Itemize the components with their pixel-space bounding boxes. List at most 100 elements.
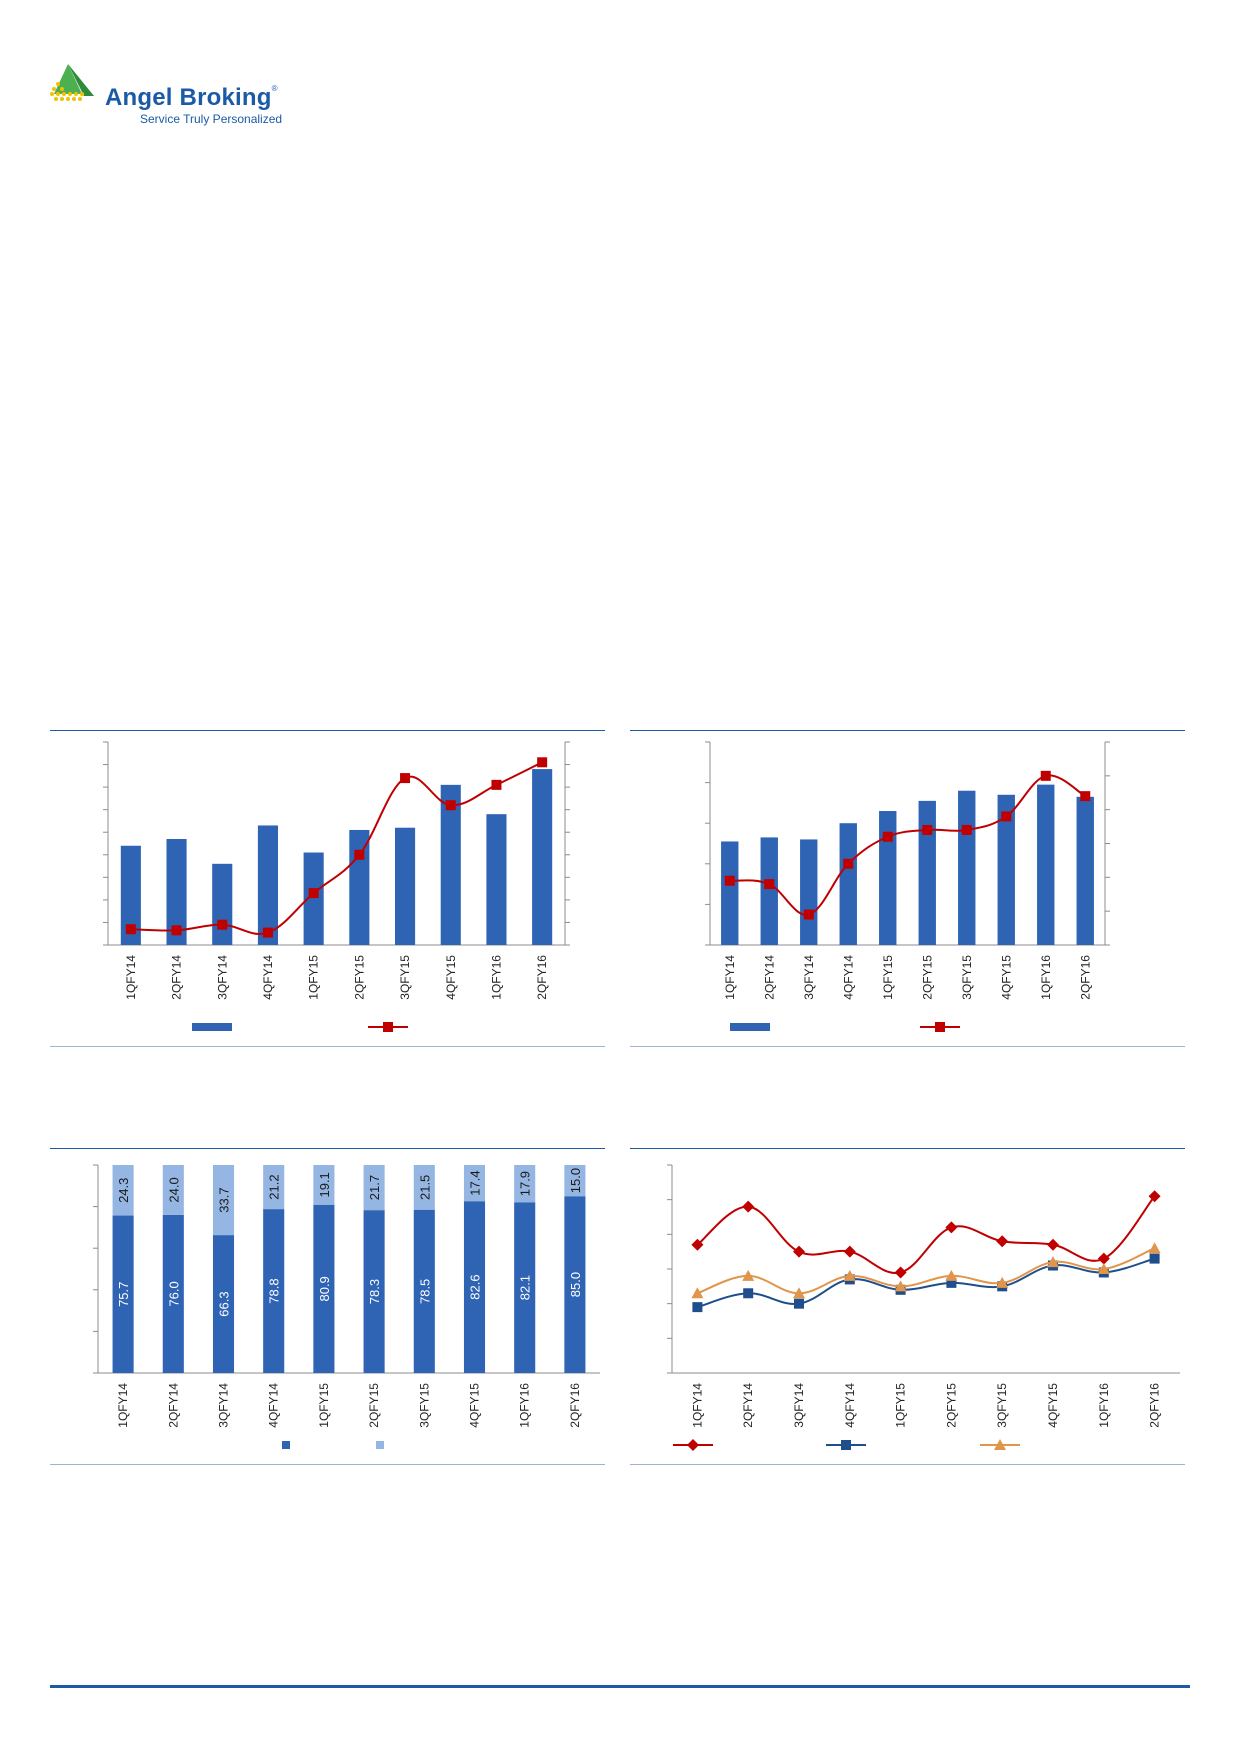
line-point-2 [794, 1298, 804, 1309]
line-point-8 [1097, 1263, 1110, 1274]
x-tick-label: 3QFY15 [995, 1383, 1009, 1428]
bar-top-1QFY16 [514, 1165, 536, 1203]
data-label-top: 17.4 [468, 1170, 483, 1195]
chart-panel-3: 75.7 24.3 76.0 24.0 66.3 33.7 78.8 21.2 80.9 19.1… [50, 1148, 605, 1466]
x-tick-label: 2QFY14 [762, 955, 776, 1000]
line-point-1 [742, 1269, 755, 1281]
line-point-9 [1080, 791, 1091, 802]
panel-top-rule [630, 730, 1185, 731]
bar-bottom-3QFY15 [413, 1209, 435, 1373]
line-point-3 [843, 1245, 856, 1258]
line-point-7 [1001, 811, 1012, 822]
series-line [697, 1257, 1155, 1309]
line-point-8 [1040, 770, 1051, 781]
x-tick-label: 2QFY16 [568, 1383, 582, 1428]
line-point-9 [1148, 1190, 1161, 1203]
bar-top-4QFY14 [263, 1165, 285, 1210]
registered-mark: ® [271, 84, 278, 93]
panel-top-rule [630, 1148, 1185, 1149]
bar-bottom-2QFY15 [363, 1210, 385, 1373]
legend-swatch-square [376, 1441, 384, 1449]
data-label-top: 15.0 [568, 1168, 583, 1193]
chart-3: 75.7 24.3 76.0 24.0 66.3 33.7 78.8 21.2 80.9 19.1… [93, 1164, 600, 1449]
line-point-1 [764, 879, 775, 890]
line-point-4 [882, 831, 893, 842]
data-label-bottom: 78.5 [417, 1279, 432, 1304]
x-tick-label: 2QFY16 [1078, 955, 1092, 1000]
data-label-bottom: 75.7 [116, 1282, 131, 1307]
x-tick-label: 1QFY14 [124, 955, 138, 1000]
data-label-bottom: 80.9 [317, 1276, 332, 1301]
bar-top-4QFY15 [463, 1165, 486, 1202]
line-point-6 [996, 1235, 1009, 1248]
bar-bottom-1QFY16 [514, 1202, 536, 1373]
line-point-2 [803, 909, 814, 920]
line-point-legend [687, 1439, 699, 1451]
line-point-legend [841, 1440, 851, 1450]
series-3 [691, 1242, 1161, 1299]
data-label-top: 19.1 [317, 1172, 332, 1197]
line-point-2 [793, 1245, 805, 1258]
line-point-9 [537, 757, 548, 768]
x-tick-label: 3QFY15 [960, 955, 974, 1000]
line-point-0 [691, 1287, 704, 1299]
bar-bottom-1QFY15 [313, 1204, 335, 1373]
x-tick-label: 4QFY14 [841, 955, 855, 1000]
line-point-legend [935, 1022, 945, 1032]
brand-logo: Angel Broking® Service Truly Personalize… [50, 62, 320, 132]
x-tick-label: 3QFY15 [398, 955, 412, 1000]
data-label-bottom: 78.3 [367, 1279, 382, 1304]
x-tick-label: 2QFY16 [1148, 1383, 1162, 1428]
x-tick-label: 1QFY14 [116, 1383, 130, 1428]
brand-name: Angel Broking® [105, 84, 278, 111]
series-2 [692, 1253, 1160, 1313]
x-tick-label: 1QFY16 [518, 1383, 532, 1428]
series-line [130, 761, 543, 935]
line-point-6 [996, 1276, 1009, 1288]
x-tick-label: 1QFY15 [317, 1383, 331, 1428]
line-point-5 [945, 1221, 958, 1234]
bar-3QFY14 [800, 839, 818, 945]
x-tick-label: 2QFY14 [166, 1383, 180, 1428]
bar-1QFY15 [303, 852, 324, 945]
line-point-1 [171, 925, 182, 936]
x-tick-label: 2QFY15 [944, 1383, 958, 1428]
bar-1QFY16 [1037, 784, 1055, 945]
data-label-top: 21.5 [417, 1175, 432, 1200]
line-point-3 [843, 1269, 856, 1281]
x-tick-label: 4QFY15 [999, 955, 1013, 1000]
bar-bottom-3QFY14 [212, 1235, 235, 1373]
line-point-legend [383, 1022, 393, 1032]
line-point-0 [724, 875, 735, 886]
chart-panel-1: 1QFY14 2QFY14 3QFY14 4QFY14 1QFY15 2QFY15 3QFY… [50, 730, 605, 1048]
data-label-top: 17.9 [518, 1171, 533, 1196]
x-tick-label: 2QFY14 [741, 1383, 755, 1428]
panel-bottom-rule [630, 1046, 1185, 1047]
line-point-1 [742, 1200, 755, 1213]
bar-2QFY16 [532, 769, 553, 945]
line-point-7 [1047, 1238, 1059, 1251]
x-tick-label: 1QFY14 [723, 955, 737, 1000]
legend-swatch-square [282, 1441, 290, 1449]
series-line [696, 1195, 1156, 1274]
series-line [729, 774, 1086, 916]
bar-3QFY15 [394, 827, 416, 945]
bar-2QFY16 [1076, 796, 1094, 945]
bar-bottom-4QFY14 [263, 1209, 285, 1373]
x-tick-label: 2QFY16 [535, 955, 549, 1000]
line-point-5 [945, 1269, 958, 1281]
line-point-4 [894, 1280, 907, 1292]
line-point-5 [922, 824, 933, 835]
x-tick-label: 1QFY14 [690, 1383, 704, 1428]
x-tick-label: 3QFY15 [417, 1383, 431, 1428]
bar-top-3QFY14 [212, 1165, 235, 1236]
line-point-7 [445, 800, 456, 811]
bar-top-2QFY14 [162, 1165, 184, 1215]
bar-2QFY15 [918, 800, 936, 945]
data-label-bottom: 76.0 [166, 1281, 181, 1306]
bar-2QFY15 [349, 829, 370, 945]
bar-3QFY15 [958, 790, 976, 945]
line-point-2 [217, 919, 228, 930]
line-point-0 [125, 924, 136, 935]
x-tick-label: 4QFY14 [261, 955, 275, 1000]
